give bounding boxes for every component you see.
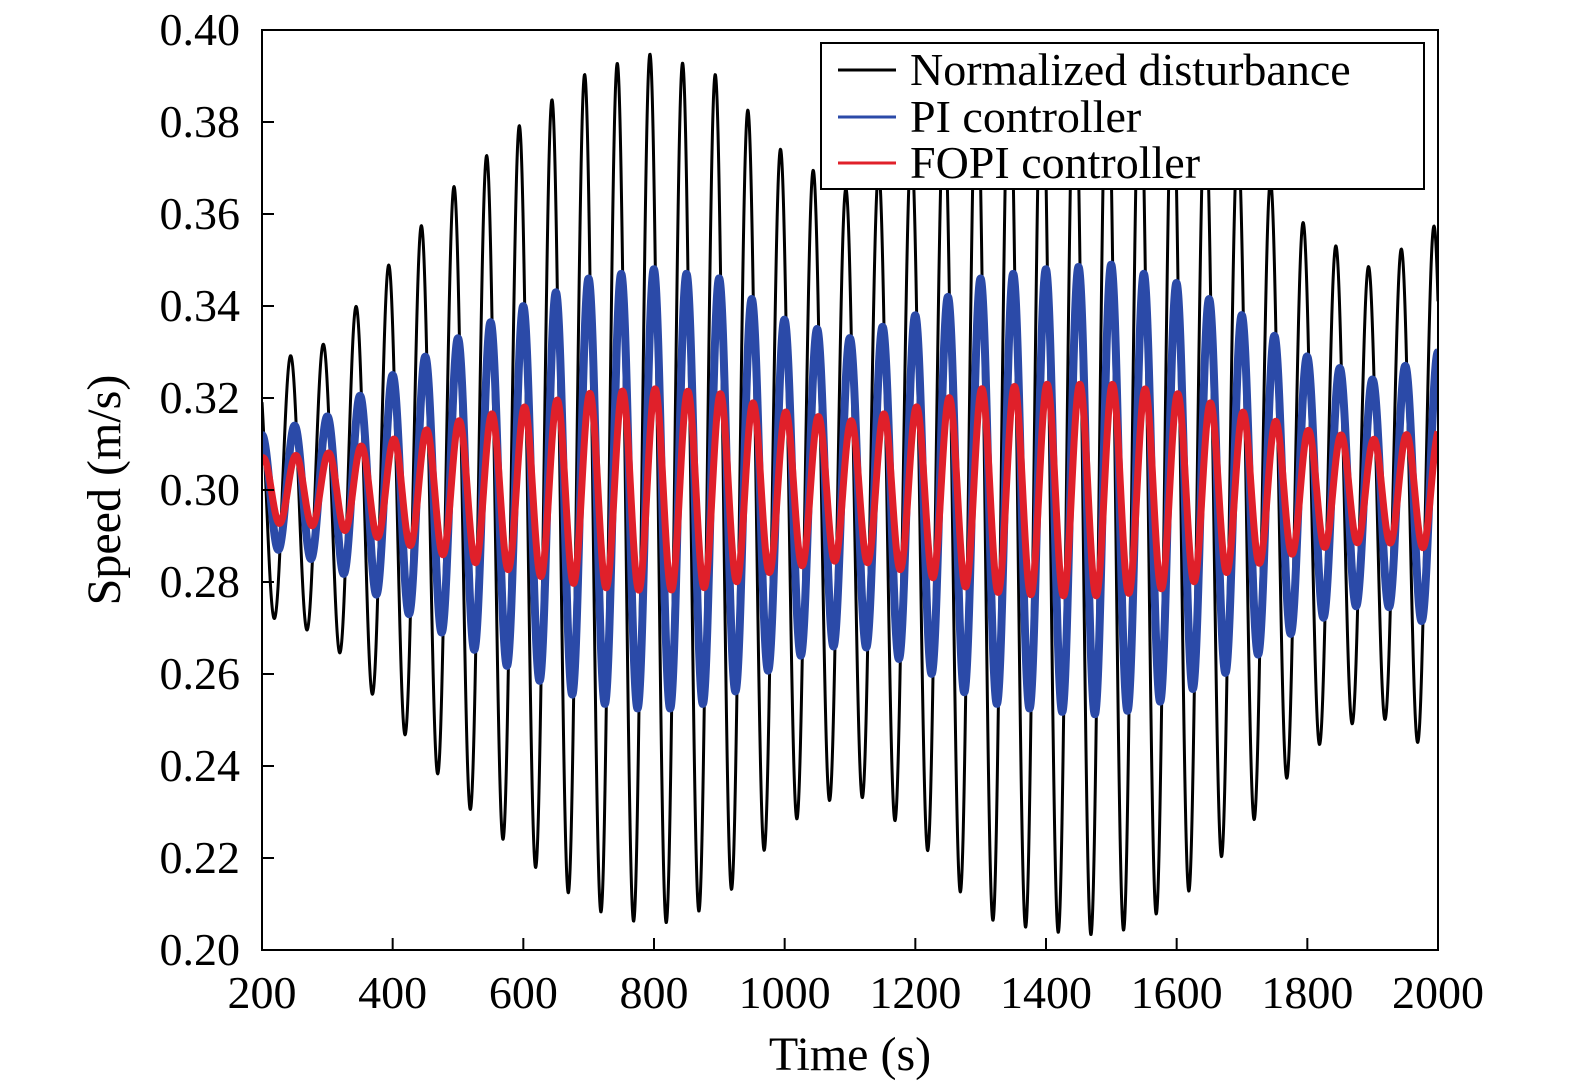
y-tick-label: 0.32 <box>160 372 241 423</box>
y-tick-label: 0.40 <box>160 4 241 55</box>
y-tick-label: 0.30 <box>160 464 241 515</box>
x-tick-label: 400 <box>358 967 427 1018</box>
x-tick-label: 2000 <box>1392 967 1484 1018</box>
x-tick-label: 800 <box>620 967 689 1018</box>
y-tick-label: 0.34 <box>160 280 241 331</box>
y-tick-label: 0.20 <box>160 924 241 975</box>
y-tick-label: 0.38 <box>160 96 241 147</box>
x-tick-label: 200 <box>228 967 297 1018</box>
legend-box <box>820 42 1425 190</box>
legend-label-disturbance: Normalized disturbance <box>910 44 1351 95</box>
legend-label-fopi: FOPI controller <box>910 137 1200 188</box>
x-tick-label: 1000 <box>739 967 831 1018</box>
x-tick-label: 1200 <box>869 967 961 1018</box>
x-tick-label: 1800 <box>1261 967 1353 1018</box>
y-tick-label: 0.24 <box>160 740 241 791</box>
y-axis-title: Speed (m/s) <box>78 375 131 606</box>
series-line-pi <box>262 260 1438 719</box>
tick-layer: 200 400 600 800 1000 1200 1400 1600 1800 2000 0.20… <box>160 4 1485 1018</box>
x-tick-label: 600 <box>489 967 558 1018</box>
y-tick-label: 0.36 <box>160 188 241 239</box>
y-tick-label: 0.26 <box>160 648 241 699</box>
x-axis-title: Time (s) <box>769 1028 931 1081</box>
y-tick-label: 0.28 <box>160 556 241 607</box>
y-tick-label: 0.22 <box>160 832 241 883</box>
legend-label-pi: PI controller <box>910 91 1141 142</box>
x-tick-label: 1600 <box>1131 967 1223 1018</box>
legend: Normalized disturbance PI controller FOP… <box>820 42 1425 190</box>
series-line-disturbance <box>262 42 1438 937</box>
x-tick-label: 1400 <box>1000 967 1092 1018</box>
series-layer <box>262 42 1438 937</box>
series-line-fopi <box>262 380 1438 600</box>
